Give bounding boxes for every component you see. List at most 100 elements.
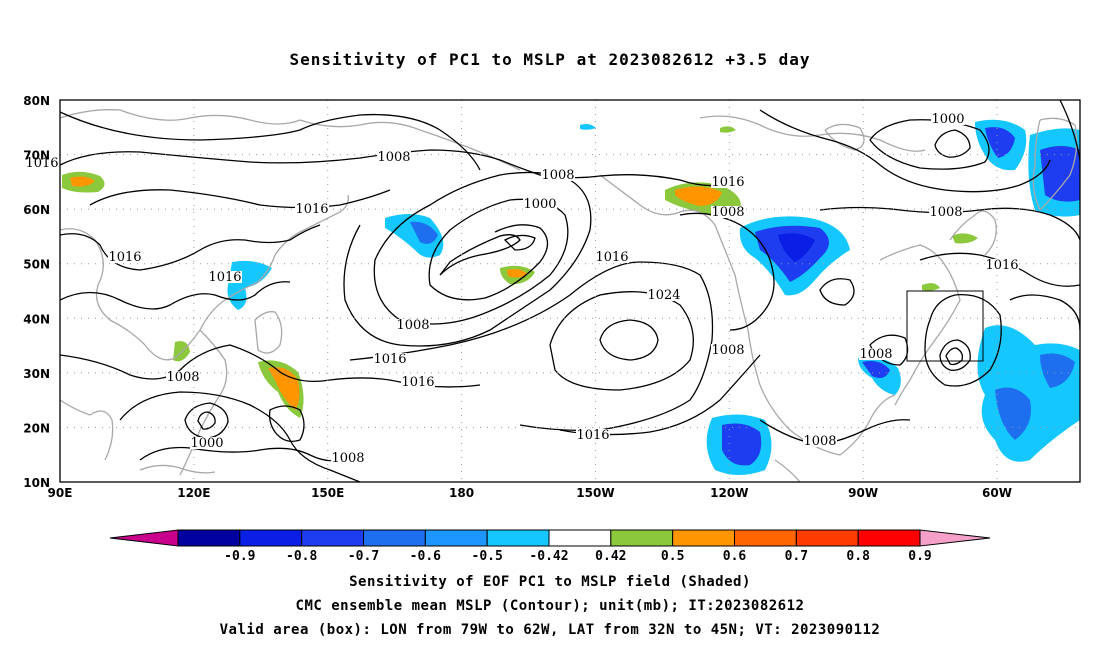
coastline	[774, 459, 801, 482]
shade-blob	[410, 221, 438, 244]
contour-label-bg	[401, 376, 435, 388]
contour-label-bg	[523, 198, 557, 210]
lat-tick-label: 20N	[23, 421, 50, 435]
colorbar-tick-label: -0.7	[348, 549, 379, 564]
lat-tick-label: 60N	[23, 203, 50, 217]
contour-label-bg	[377, 151, 411, 163]
contour-line	[89, 189, 391, 209]
shade-blob	[722, 423, 762, 466]
contour-label-bg	[929, 206, 963, 218]
contour-label: 1016	[108, 250, 141, 265]
contour-line	[349, 261, 714, 432]
contour-line	[939, 339, 971, 371]
contour-line	[184, 402, 229, 439]
contour-label-bg	[331, 452, 365, 464]
coastline	[1032, 117, 1078, 212]
contour-line	[503, 234, 536, 251]
contour-label-bg	[931, 113, 965, 125]
contour-label: 1000	[190, 436, 223, 451]
caption-line-3: Valid area (box): LON from 79W to 62W, L…	[219, 622, 881, 638]
contour-label: 1008	[711, 205, 744, 220]
contour-label-bg	[647, 289, 681, 301]
contour-line	[60, 281, 291, 310]
contour-line	[819, 278, 855, 306]
lon-tick-label: 180	[449, 486, 474, 500]
contour-label-bg	[859, 348, 893, 360]
coastlines	[60, 109, 1078, 482]
contour-line	[1059, 100, 1080, 161]
contour-label-bg	[190, 437, 224, 449]
contour-label: 1016	[595, 250, 628, 265]
coastline	[699, 115, 926, 152]
contour-label: 1016	[401, 375, 434, 390]
contour-line	[599, 319, 659, 361]
contour-label: 1016	[373, 352, 406, 367]
lon-tick-label: 90W	[848, 486, 878, 500]
colorbar-tick-label: -0.6	[410, 549, 441, 564]
contour-label-bg	[295, 203, 329, 215]
caption-line-2: CMC ensemble mean MSLP (Contour); unit(m…	[295, 598, 805, 614]
contour-line	[759, 419, 911, 446]
coastline	[949, 210, 997, 256]
contour-label: 1016	[576, 428, 609, 443]
shade-blob	[995, 387, 1031, 440]
colorbar-tick-label: 0.8	[846, 549, 870, 564]
coastline	[139, 464, 216, 474]
colorbar: -0.9 -0.8 -0.7 -0.6 -0.5 -0.42 0.42 0.5 0.6 0.7 0.…	[109, 529, 991, 564]
lon-tick-label: 150W	[576, 486, 614, 500]
contour-line	[924, 294, 1002, 387]
lat-tick-label: 40N	[23, 312, 50, 326]
shade-blob	[720, 126, 736, 133]
shade-blob	[1040, 353, 1075, 388]
contour-line	[759, 109, 1051, 193]
colorbar-min-arrow	[109, 529, 179, 547]
contour-label: 1000	[931, 112, 964, 127]
lat-tick-label: 10N	[23, 476, 50, 490]
colorbar-tick-label: -0.5	[472, 549, 503, 564]
colorbar-swatch	[610, 529, 674, 547]
map-title: Sensitivity of PC1 to MSLP at 2023082612…	[289, 50, 811, 69]
shade-blob	[580, 124, 596, 130]
lon-tick-label: 120E	[177, 486, 210, 500]
contour-label-bg	[595, 251, 629, 263]
shade-blob	[70, 176, 95, 187]
coastline	[60, 399, 114, 461]
lat-tick-label: 30N	[23, 367, 50, 381]
colorbar-swatch	[795, 529, 859, 547]
colorbar-tick-label: 0.6	[723, 549, 747, 564]
map-frame	[59, 99, 1081, 483]
contour-label: 1008	[166, 370, 199, 385]
shade-blob	[977, 325, 1080, 462]
shade-blob	[675, 186, 722, 206]
colorbar-swatch	[424, 529, 488, 547]
contour-line	[60, 111, 481, 171]
shade-blob	[985, 127, 1015, 158]
lon-tick-label: 150E	[311, 486, 344, 500]
colorbar-swatch	[672, 529, 736, 547]
shade-blob	[507, 269, 528, 278]
contour-label: 1008	[377, 150, 410, 165]
contour-label-bg	[208, 271, 242, 283]
colorbar-swatch	[363, 529, 426, 547]
contour-label-group: 1008 1008 1000 1016 1016 1016 1016 1024 1008 1016…	[25, 112, 1019, 466]
contour-line	[60, 224, 321, 271]
contour-label: 1016	[25, 156, 58, 171]
lon-tick-label: 90E	[48, 486, 73, 500]
coastline	[879, 244, 961, 406]
lon-tick-label: 120W	[710, 486, 748, 500]
contour-label: 1024	[647, 288, 680, 303]
contour-label-bg	[541, 169, 575, 181]
contour-line	[60, 344, 481, 388]
contour-label: 1016	[711, 175, 744, 190]
coastline	[599, 174, 896, 456]
shade-blob	[778, 233, 815, 262]
contour-line	[139, 446, 351, 462]
contour-line	[945, 347, 964, 366]
contour-line	[268, 405, 305, 443]
contour-line	[819, 206, 1080, 241]
contour-label: 1008	[541, 168, 574, 183]
contour-line	[549, 291, 694, 391]
shade-blob	[1040, 146, 1080, 202]
